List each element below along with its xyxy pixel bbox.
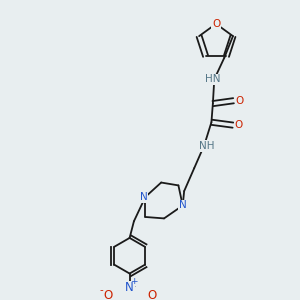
Text: O: O (212, 19, 220, 29)
Text: N: N (125, 281, 134, 294)
Text: N: N (179, 200, 187, 211)
Text: NH: NH (200, 141, 215, 151)
Text: O: O (235, 96, 243, 106)
Text: -: - (100, 285, 103, 295)
Text: HN: HN (205, 74, 220, 84)
Text: O: O (103, 289, 112, 300)
Text: +: + (130, 277, 137, 286)
Text: O: O (235, 120, 243, 130)
Text: N: N (140, 192, 148, 202)
Text: O: O (147, 289, 156, 300)
